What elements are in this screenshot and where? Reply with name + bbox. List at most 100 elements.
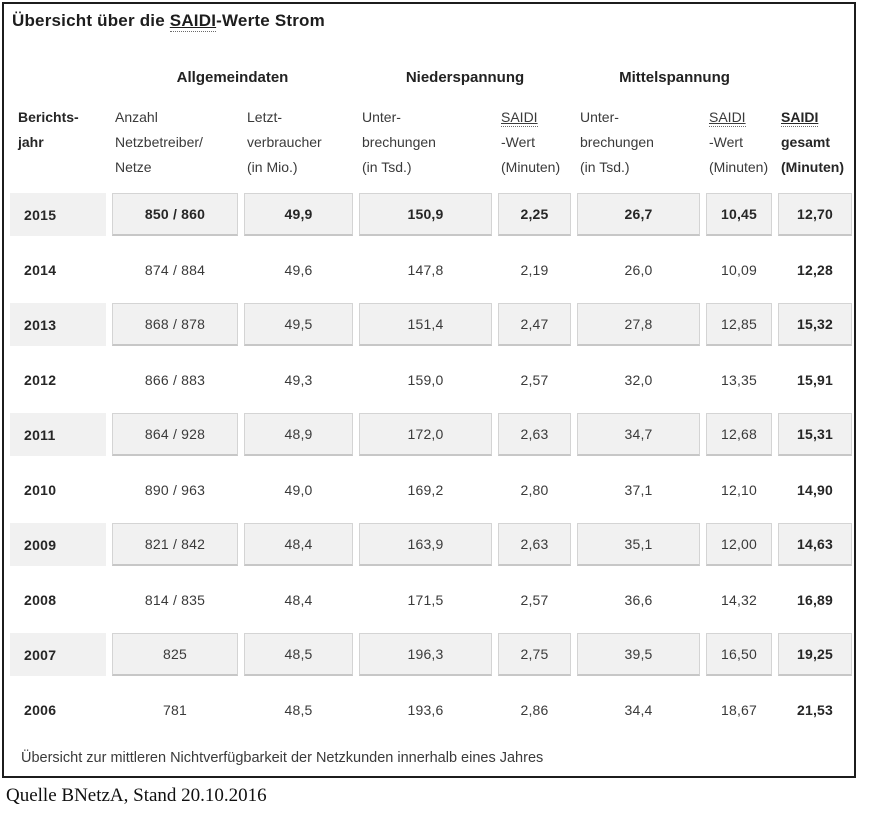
data-cell: 2,63 <box>498 523 571 566</box>
data-cell: 37,1 <box>624 481 653 498</box>
data-cell: 32,0 <box>624 371 653 388</box>
column-header: SAIDI -Wert (Minuten) <box>706 105 772 180</box>
table-title: Übersicht über die SAIDI-Werte Strom <box>4 4 854 32</box>
table-row: 2012 866 / 883 49,3 159,0 2,57 32,0 13,35 15,91 <box>4 352 854 407</box>
table-row: 2006 781 48,5 193,6 2,86 34,4 18,67 21,53 <box>4 682 854 737</box>
data-cell: 49,3 <box>284 371 313 388</box>
column-header: SAIDI gesamt (Minuten) <box>778 105 852 180</box>
data-cell: 10,45 <box>706 193 772 236</box>
data-cell: 814 / 835 <box>144 591 206 608</box>
column-header-line: SAIDI <box>501 105 571 130</box>
data-cell: 26,0 <box>624 261 653 278</box>
data-cell: 890 / 963 <box>144 481 206 498</box>
year-cell: 2010 <box>24 481 57 498</box>
column-header-row: Berichts-jahr Anzahl Netzbetreiber/Netze Le… <box>4 105 854 180</box>
data-cell: 27,8 <box>577 303 700 346</box>
column-header-line: Unter- <box>580 105 700 130</box>
header-text: (Minuten) <box>501 159 561 175</box>
column-header-line: brechungen <box>362 130 492 155</box>
data-cell: 163,9 <box>359 523 492 566</box>
table-row: 2008 814 / 835 48,4 171,5 2,57 36,6 14,32 16,89 <box>4 572 854 627</box>
abbr-saidi: SAIDI <box>709 109 746 127</box>
data-cell: 2,80 <box>520 481 549 498</box>
data-cell: 147,8 <box>407 261 444 278</box>
header-text: (in Tsd.) <box>362 159 412 175</box>
data-cell: 48,9 <box>244 413 353 456</box>
data-cell: 12,85 <box>706 303 772 346</box>
header-text: -Wert <box>501 134 535 150</box>
header-text: Netze <box>115 159 152 175</box>
data-cell: 10,09 <box>720 261 758 278</box>
header-text: Netzbetreiber/ <box>115 134 203 150</box>
data-cell: 2,63 <box>498 413 571 456</box>
data-cell: 193,6 <box>407 701 444 718</box>
data-cell: 172,0 <box>359 413 492 456</box>
data-cell: 159,0 <box>407 371 444 388</box>
header-text: Anzahl <box>115 109 158 125</box>
data-cell: 48,4 <box>244 523 353 566</box>
header-text: gesamt <box>781 134 831 150</box>
column-header: Anzahl Netzbetreiber/Netze <box>112 105 238 180</box>
header-text: brechungen <box>362 134 436 150</box>
data-cell: 49,9 <box>244 193 353 236</box>
header-text: Unter- <box>580 109 619 125</box>
data-cell: 2,19 <box>520 261 549 278</box>
data-cell: 2,47 <box>498 303 571 346</box>
data-cell: 19,25 <box>778 633 852 676</box>
column-header-line: Unter- <box>362 105 492 130</box>
data-cell: 14,90 <box>796 481 834 498</box>
column-header: Unter-brechungen (in Tsd.) <box>359 105 492 180</box>
data-cell: 15,31 <box>778 413 852 456</box>
table-footnote: Übersicht zur mittleren Nichtverfügbarke… <box>21 750 544 766</box>
column-header-line: Netze <box>115 155 238 180</box>
column-header-line: jahr <box>18 130 106 155</box>
data-cell: 48,4 <box>284 591 313 608</box>
header-text: jahr <box>18 134 44 150</box>
column-header: Letzt-verbraucher (in Mio.) <box>244 105 353 180</box>
data-cell: 14,32 <box>720 591 758 608</box>
data-cell: 2,75 <box>498 633 571 676</box>
group-header-niederspannung: Niederspannung <box>405 69 525 86</box>
header-text: brechungen <box>580 134 654 150</box>
column-header-line: gesamt <box>781 130 852 155</box>
data-cell: 2,86 <box>520 701 549 718</box>
column-header-line: (in Mio.) <box>247 155 353 180</box>
table-title-suffix: -Werte Strom <box>216 11 325 30</box>
data-cell: 34,4 <box>624 701 653 718</box>
data-cell: 12,68 <box>706 413 772 456</box>
year-cell: 2014 <box>24 261 57 278</box>
data-cell: 16,89 <box>796 591 834 608</box>
column-header-line: (Minuten) <box>781 155 852 180</box>
year-cell: 2015 <box>10 193 106 236</box>
column-header-line: (Minuten) <box>709 155 772 180</box>
column-header-line: Anzahl <box>115 105 238 130</box>
data-cell: 169,2 <box>407 481 444 498</box>
data-cell: 34,7 <box>577 413 700 456</box>
data-cell: 49,6 <box>284 261 313 278</box>
column-header-line: Letzt- <box>247 105 353 130</box>
data-cell: 781 <box>163 701 187 718</box>
data-cell: 874 / 884 <box>144 261 206 278</box>
group-header-allgemeindaten: Allgemeindaten <box>176 69 289 86</box>
table-title-prefix: Übersicht über die <box>12 11 170 30</box>
header-text: -Wert <box>709 134 743 150</box>
abbr-saidi: SAIDI <box>501 109 538 127</box>
abbr-saidi: SAIDI <box>781 109 819 127</box>
data-cell: 18,67 <box>720 701 758 718</box>
data-cell: 2,25 <box>498 193 571 236</box>
column-header-line: (in Tsd.) <box>580 155 700 180</box>
data-cell: 868 / 878 <box>112 303 238 346</box>
column-header-line: -Wert <box>709 130 772 155</box>
data-cell: 150,9 <box>359 193 492 236</box>
data-cell: 12,28 <box>796 261 834 278</box>
data-cell: 26,7 <box>577 193 700 236</box>
group-header-row: Allgemeindaten Niederspannung Mittelspan… <box>4 69 854 86</box>
data-cell: 15,32 <box>778 303 852 346</box>
header-text: Berichts- <box>18 109 79 125</box>
data-cell: 48,5 <box>284 701 313 718</box>
data-cell: 49,0 <box>284 481 313 498</box>
column-header-line: brechungen <box>580 130 700 155</box>
header-text: Letzt- <box>247 109 283 125</box>
column-header-line: (Minuten) <box>501 155 571 180</box>
year-cell: 2007 <box>10 633 106 676</box>
